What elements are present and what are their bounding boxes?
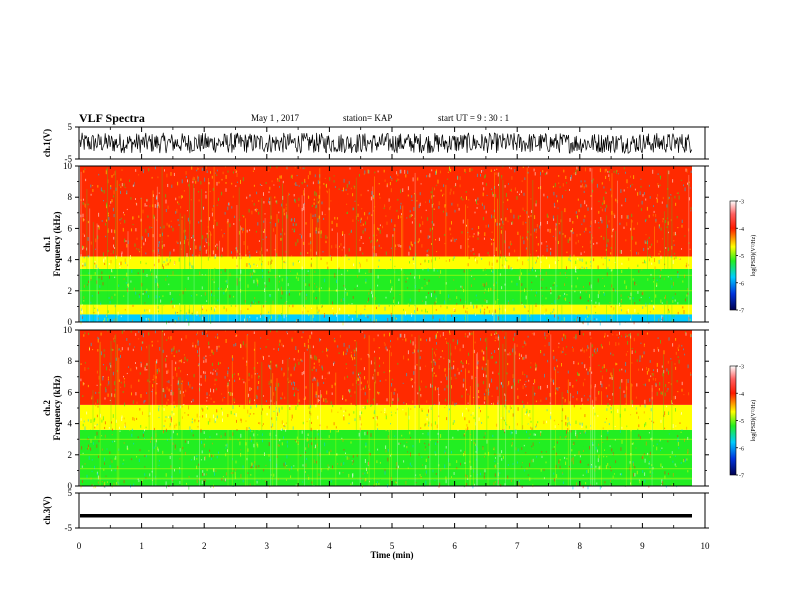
ch1-spec-ytick-label: 6 (68, 223, 73, 233)
ch1-spec-ytick-label: 8 (68, 192, 73, 202)
ch1-spec-ylabel: Frequency (kHz) (52, 211, 62, 276)
colorbar-tick-label: -3 (739, 200, 744, 206)
xtick-label: 4 (327, 541, 332, 551)
ch2-texture (80, 330, 692, 490)
ch2-streaks (92, 330, 673, 486)
ch2-spec-ylabel: ch.2 (42, 400, 52, 416)
xtick-label: 8 (578, 541, 583, 551)
figure-date: May 1 , 2017 (251, 113, 299, 123)
ch2-band-0 (80, 479, 692, 486)
ch2-spec-ytick-label: 10 (63, 325, 73, 335)
xtick-label: 1 (139, 541, 144, 551)
ch1-streaks (80, 166, 690, 322)
ch1-spec-ytick-label: 4 (68, 255, 73, 265)
ch2-spec-ylabel: Frequency (kHz) (52, 375, 62, 440)
xtick-label: 2 (202, 541, 207, 551)
xtick-label: 0 (77, 541, 82, 551)
ch1-band-1 (80, 304, 692, 315)
ch1-spec-ytick-label: 10 (63, 161, 73, 171)
colorbar-1 (729, 200, 737, 311)
colorbar-label: log(PSD)(V²/Hz) (750, 400, 757, 441)
colorbar-tick-label: -7 (739, 309, 744, 315)
xtick-label: 10 (701, 541, 711, 551)
ch1-band-2 (80, 268, 692, 305)
ch1-wave-ytick-label: 5 (68, 122, 73, 132)
figure-station: station= KAP (343, 113, 393, 123)
figure-start-ut: start UT = 9 : 30 : 1 (438, 113, 510, 123)
ch2-spec-ytick-label: 4 (68, 419, 73, 429)
xtick-label: 9 (640, 541, 645, 551)
ch2-spec-ytick-label: 2 (68, 450, 73, 460)
ch2-spec-ytick-label: 6 (68, 387, 73, 397)
ch1-band-3 (80, 256, 692, 269)
ch1-spec-ytick-label: 0 (68, 317, 73, 327)
colorbar-tick-label: -5 (739, 254, 744, 260)
colorbar-tick-label: -6 (739, 446, 744, 452)
ch1-waveform-line (79, 132, 693, 155)
colorbar-label: log(PSD)(V²/Hz) (750, 235, 757, 276)
colorbar-tick-label: -4 (739, 227, 744, 233)
xtick-label: 5 (390, 541, 395, 551)
colorbar-tick-label: -7 (739, 474, 744, 480)
ch2-spec-ytick-label: 0 (68, 481, 73, 491)
ch1-spec-ytick-label: 2 (68, 286, 73, 296)
xtick-label: 3 (265, 541, 270, 551)
ch1-texture (80, 166, 692, 326)
ch1-wave-ylabel: ch.1(V) (42, 129, 52, 157)
colorbar-tick-label: -6 (739, 281, 744, 287)
ch3-wave-ylabel: ch.3(V) (42, 496, 52, 524)
figure-title: VLF Spectra (79, 111, 145, 125)
colorbar-tick-label: -5 (739, 419, 744, 425)
xtick-label: 7 (515, 541, 520, 551)
ch1-band-0 (80, 314, 692, 322)
ch2-spectrogram (80, 330, 692, 490)
xtick-label: 6 (452, 541, 457, 551)
ch1-wave-ytick-label: -5 (65, 154, 73, 164)
colorbar-tick-label: -4 (739, 392, 744, 398)
ch3-wave-ytick-label: -5 (65, 523, 73, 533)
colorbar-2 (729, 365, 737, 476)
panel-frame-4 (78, 492, 706, 529)
xaxis-label: Time (min) (370, 550, 413, 560)
colorbar-tick-label: -3 (739, 365, 744, 371)
ch1-spectrogram (80, 166, 692, 326)
ch2-spec-ytick-label: 8 (68, 356, 73, 366)
ch1-spec-ylabel: ch.1 (42, 236, 52, 252)
ch3-wave-ytick-label: 5 (68, 488, 73, 498)
